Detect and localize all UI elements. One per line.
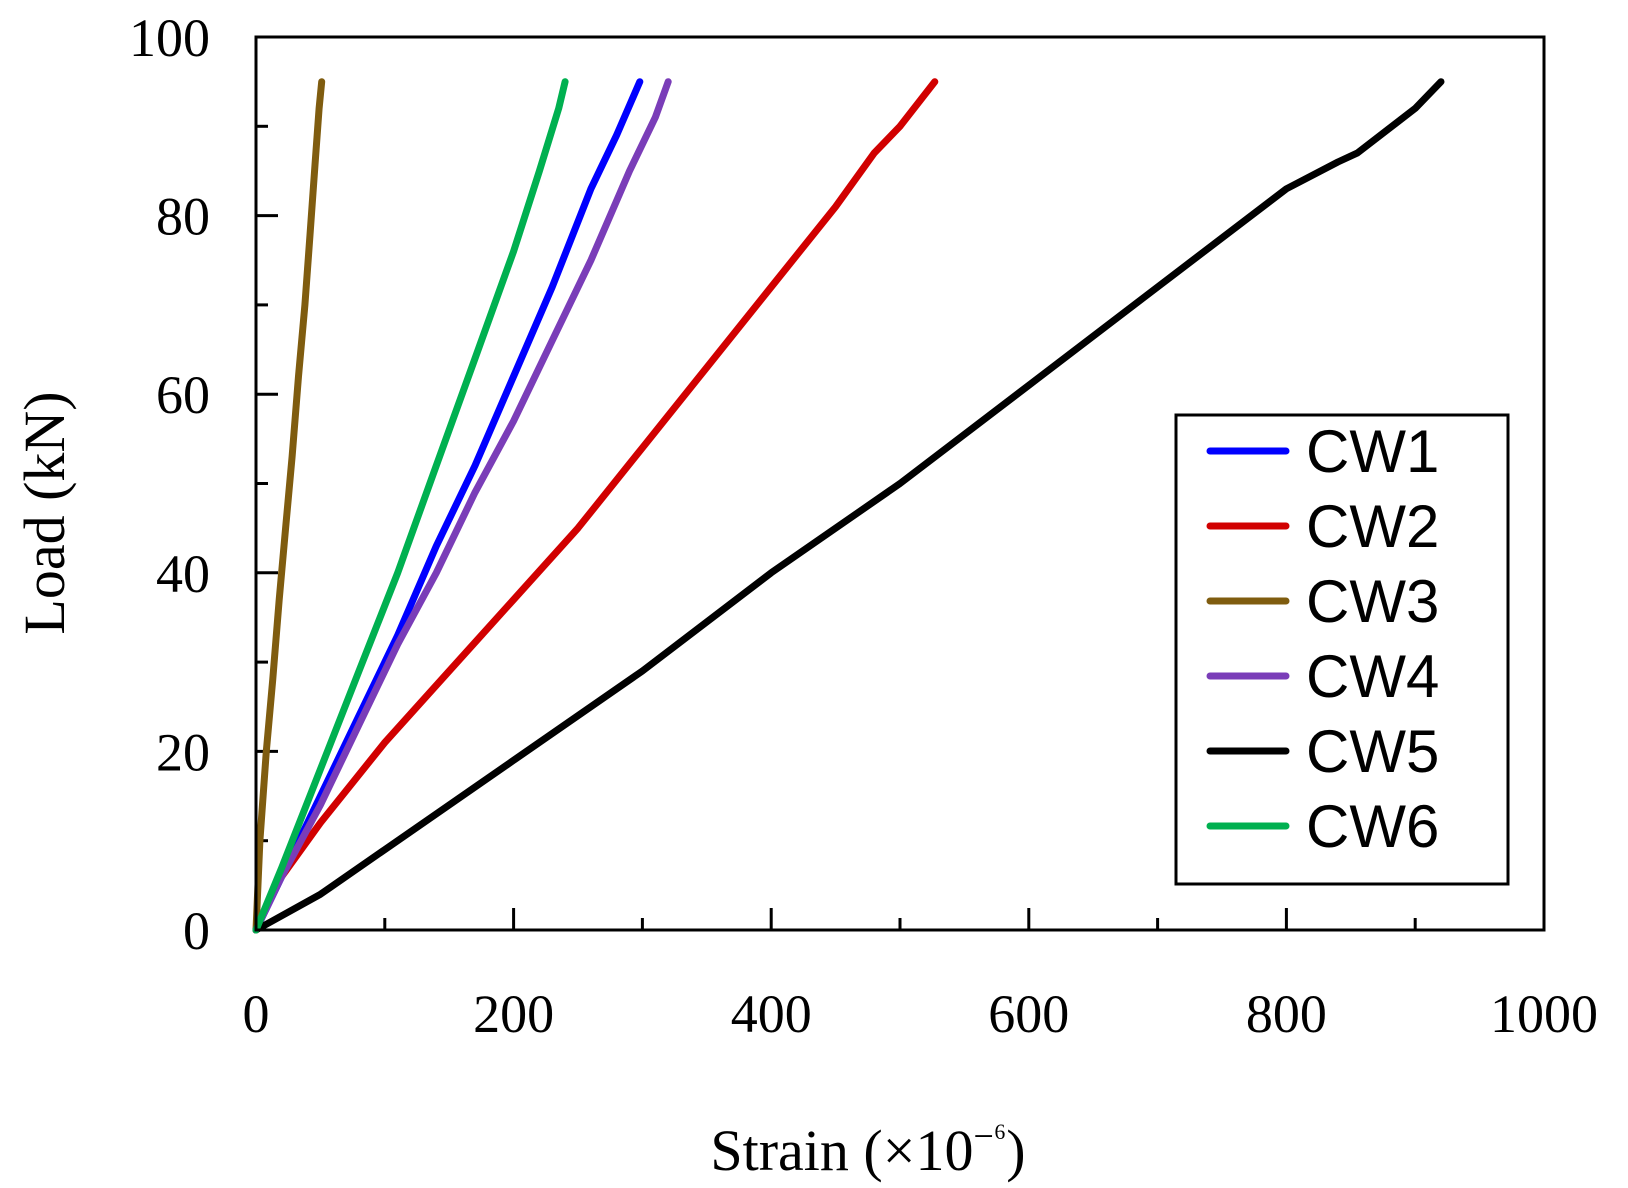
x-axis-title-times: × [883,1118,916,1183]
y-tick-labels: 0 20 40 60 80 100 [129,8,210,961]
y-tick-label: 80 [156,187,210,247]
series-line-cw3 [252,78,326,934]
legend-label-cw4: CW4 [1306,643,1439,710]
series-line-cw6 [252,78,569,934]
legend: CW1 CW2 CW3 CW4 CW5 CW6 [1174,413,1510,886]
x-tick-label: 0 [243,984,270,1044]
y-tick-label: 20 [156,722,210,782]
plot-frame [254,35,1546,932]
y-axis-title: Load (kN) [12,391,77,634]
y-tick-label: 100 [129,8,210,68]
series-line-cw5 [252,78,1445,934]
legend-label-cw6: CW6 [1306,793,1439,860]
x-axis-title-base: 10 [915,1118,973,1183]
x-tick-labels: 0 200 400 600 800 1000 [243,984,1599,1044]
legend-label-cw1: CW1 [1306,418,1439,485]
series-line-cw4 [252,78,672,934]
x-tick-label: 400 [731,984,812,1044]
x-axis-title: Strain (×10−⁶) [710,1116,1025,1183]
x-axis-title-main: Strain ( [710,1118,882,1183]
legend-label-cw5: CW5 [1306,718,1439,785]
legend-box [1174,413,1510,886]
x-tick-label: 1000 [1490,984,1598,1044]
x-tick-label: 600 [988,984,1069,1044]
legend-label-cw3: CW3 [1306,568,1439,635]
x-axis-title-close: ) [1006,1118,1025,1183]
legend-label-cw2: CW2 [1306,493,1439,560]
y-tick-label: 40 [156,544,210,604]
series-lines [252,78,1445,934]
x-axis-title-exponent: −⁶ [973,1116,1006,1156]
series-line-cw1 [252,78,644,934]
y-tick-label: 0 [183,901,210,961]
y-tick-label: 60 [156,365,210,425]
x-tick-label: 800 [1246,984,1327,1044]
x-tick-label: 200 [473,984,554,1044]
series-line-cw2 [252,78,939,934]
